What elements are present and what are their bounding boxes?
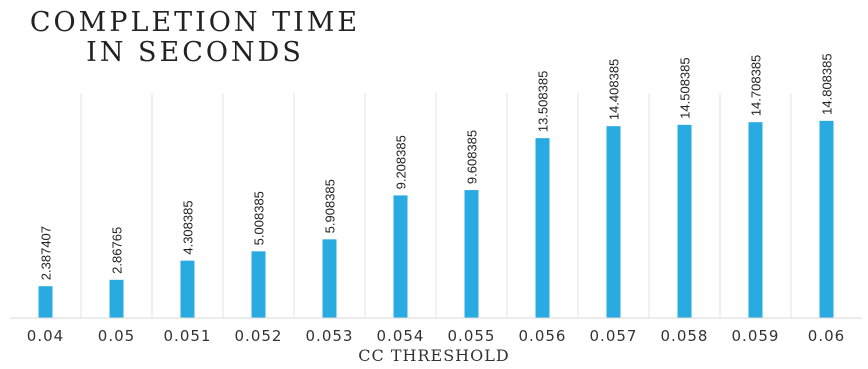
x-tick-0.052: 0.052	[235, 327, 283, 345]
bar-0.051	[180, 260, 195, 318]
bar-0.04	[38, 286, 53, 318]
data-label-0.05: 2.86765	[110, 227, 125, 274]
bars	[38, 120, 834, 318]
x-tick-0.054: 0.054	[377, 327, 425, 345]
data-labels: 2.387407 2.86765 4.308385 5.008385 5.908385 9…	[39, 53, 835, 280]
bar-0.052	[251, 251, 266, 318]
x-tick-0.055: 0.055	[448, 327, 496, 345]
data-label-0.056: 13.508385	[536, 71, 551, 132]
bar-0.056	[535, 138, 550, 318]
data-label-0.04: 2.387407	[39, 226, 54, 280]
bar-0.053	[322, 239, 337, 318]
chart-title-line-1: COMPLETION TIME	[29, 7, 361, 38]
x-tick-0.053: 0.053	[306, 327, 354, 345]
data-label-0.055: 9.608385	[465, 130, 480, 184]
bar-0.058	[677, 124, 692, 318]
data-label-0.057: 14.408385	[607, 59, 622, 120]
x-tick-0.059: 0.059	[732, 327, 780, 345]
x-tick-labels: 0.04 0.05 0.051 0.052 0.053 0.054 0.055 0.056 0.…	[27, 327, 845, 345]
bar-0.057	[606, 126, 621, 318]
data-label-0.051: 4.308385	[181, 200, 196, 254]
data-label-0.059: 14.708385	[749, 55, 764, 116]
bar-0.06	[819, 120, 834, 318]
data-label-0.058: 14.508385	[678, 57, 693, 118]
bar-0.059	[748, 122, 763, 318]
x-tick-0.057: 0.057	[590, 327, 638, 345]
x-tick-0.056: 0.056	[519, 327, 567, 345]
data-label-0.052: 5.008385	[252, 191, 267, 245]
chart-title-line-2: IN SECONDS	[86, 37, 304, 68]
x-axis-label: CC THRESHOLD	[358, 346, 510, 365]
chart-title: COMPLETION TIME IN SECONDS	[0, 8, 390, 68]
bar-0.055	[464, 190, 479, 318]
bar-0.054	[393, 195, 408, 318]
bar-0.05	[109, 279, 124, 318]
gridlines	[80, 93, 792, 318]
data-label-0.06: 14.808385	[820, 53, 835, 114]
data-label-0.054: 9.208385	[394, 135, 409, 189]
x-tick-0.051: 0.051	[164, 327, 212, 345]
x-tick-0.04: 0.04	[27, 327, 64, 345]
x-tick-0.06: 0.06	[808, 327, 845, 345]
data-label-0.053: 5.908385	[323, 179, 338, 233]
x-tick-0.058: 0.058	[661, 327, 709, 345]
x-tick-0.05: 0.05	[98, 327, 135, 345]
